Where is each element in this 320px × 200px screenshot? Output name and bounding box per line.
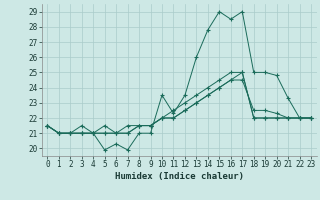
X-axis label: Humidex (Indice chaleur): Humidex (Indice chaleur) (115, 172, 244, 181)
